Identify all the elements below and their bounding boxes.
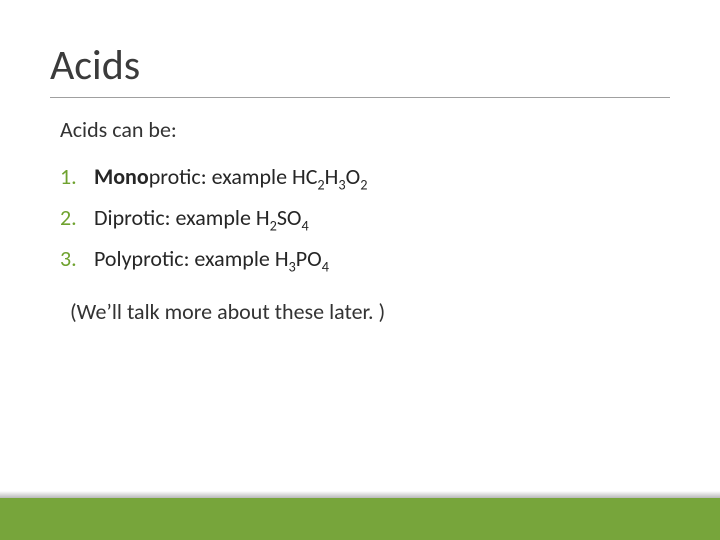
item-number: 1. [60, 163, 88, 190]
sub: 3 [289, 257, 296, 275]
sub: 2 [317, 175, 324, 193]
sub: 2 [270, 216, 277, 234]
sub: 4 [322, 257, 329, 275]
item-rest: Diprotic: example H [94, 204, 270, 231]
intro-text: Acids can be: [60, 116, 670, 143]
sub: 4 [302, 216, 309, 234]
sub: 2 [360, 175, 367, 193]
item-label: Monoprotic: example HC2H3O2 [94, 163, 367, 190]
sub: 3 [338, 175, 345, 193]
item-rest: Polyprotic: example H [94, 245, 289, 272]
slide: Acids Acids can be: 1. Monoprotic: examp… [0, 0, 720, 540]
mid: H [325, 163, 339, 190]
list-item: 1. Monoprotic: example HC2H3O2 [60, 163, 670, 190]
page-title: Acids [50, 40, 670, 98]
item-label: Polyprotic: example H3PO4 [94, 245, 329, 272]
item-number: 2. [60, 204, 88, 231]
item-number: 3. [60, 245, 88, 272]
mid: PO [296, 245, 322, 272]
mid: SO [277, 204, 302, 231]
list-item: 2. Diprotic: example H2SO4 [60, 204, 670, 231]
footnote-text: (We’ll talk more about these later. ) [70, 298, 670, 325]
item-rest: protic: example HC [149, 163, 318, 190]
bold-prefix: Mono [94, 163, 149, 190]
mid: O [346, 163, 361, 190]
list-item: 3. Polyprotic: example H3PO4 [60, 245, 670, 272]
footer-shadow [0, 491, 720, 498]
item-label: Diprotic: example H2SO4 [94, 204, 309, 231]
acid-types-list: 1. Monoprotic: example HC2H3O2 2. Diprot… [60, 163, 670, 272]
footer-bar [0, 498, 720, 540]
